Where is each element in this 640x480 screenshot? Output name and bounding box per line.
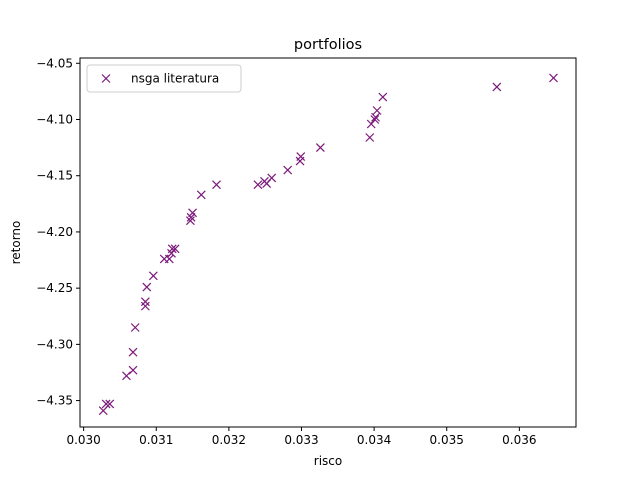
data-point [365,133,375,142]
y-tick-label: −4.05 [36,56,73,70]
data-point [170,244,180,254]
data-point [315,143,325,153]
x-tick-label: 0.030 [66,433,100,447]
x-tick-label: 0.035 [430,433,464,447]
data-point [142,282,152,292]
legend: nsga literatura [86,64,242,93]
y-tick-label: −4.25 [36,281,73,295]
x-tick-label: 0.031 [139,433,173,447]
plot-area [80,58,576,427]
data-point [196,190,206,200]
data-point [366,119,376,129]
legend-box [86,64,242,93]
x-axis-ticks: 0.030 0.031 0.032 0.033 0.034 0.035 0.036 [66,427,537,447]
data-point [283,165,293,175]
data-point [130,323,140,332]
data-point [148,271,158,281]
data-point [253,180,263,190]
x-tick-label: 0.033 [284,433,318,447]
data-point [212,180,221,190]
data-markers [98,73,558,416]
data-point [296,152,306,162]
data-point [122,371,131,381]
y-tick-label: −4.30 [36,337,73,351]
data-point [371,112,380,122]
legend-marker-x [101,74,111,83]
legend-label: nsga literatura [131,72,219,86]
data-point [140,297,150,307]
x-tick-label: 0.032 [212,433,246,447]
y-tick-label: −4.20 [36,225,73,239]
data-point [267,173,277,183]
data-point [128,365,138,375]
y-axis-label: retorno [9,221,23,265]
data-point [492,82,502,92]
data-point [167,244,177,254]
plot-frame [79,57,577,428]
chart-title: portfolios [294,37,362,53]
data-point [378,92,388,102]
data-point [188,208,197,218]
y-axis-ticks: −4.35 −4.30 −4.25 −4.20 −4.15 −4.10 −4.05 [36,56,80,408]
data-point [185,216,195,226]
y-tick-label: −4.35 [36,394,73,408]
data-point [164,254,174,264]
legend-marker-x-glyph [101,74,111,83]
data-point [370,115,380,124]
data-point [372,106,382,115]
x-axis-label: risco [314,454,342,468]
data-point [101,399,111,409]
x-tick-label: 0.036 [502,433,536,447]
data-point [549,73,558,83]
data-point [128,347,138,357]
x-tick-label: 0.034 [357,433,391,447]
y-tick-label: −4.15 [36,169,73,183]
data-point [105,399,115,409]
y-tick-label: −4.10 [36,113,73,127]
